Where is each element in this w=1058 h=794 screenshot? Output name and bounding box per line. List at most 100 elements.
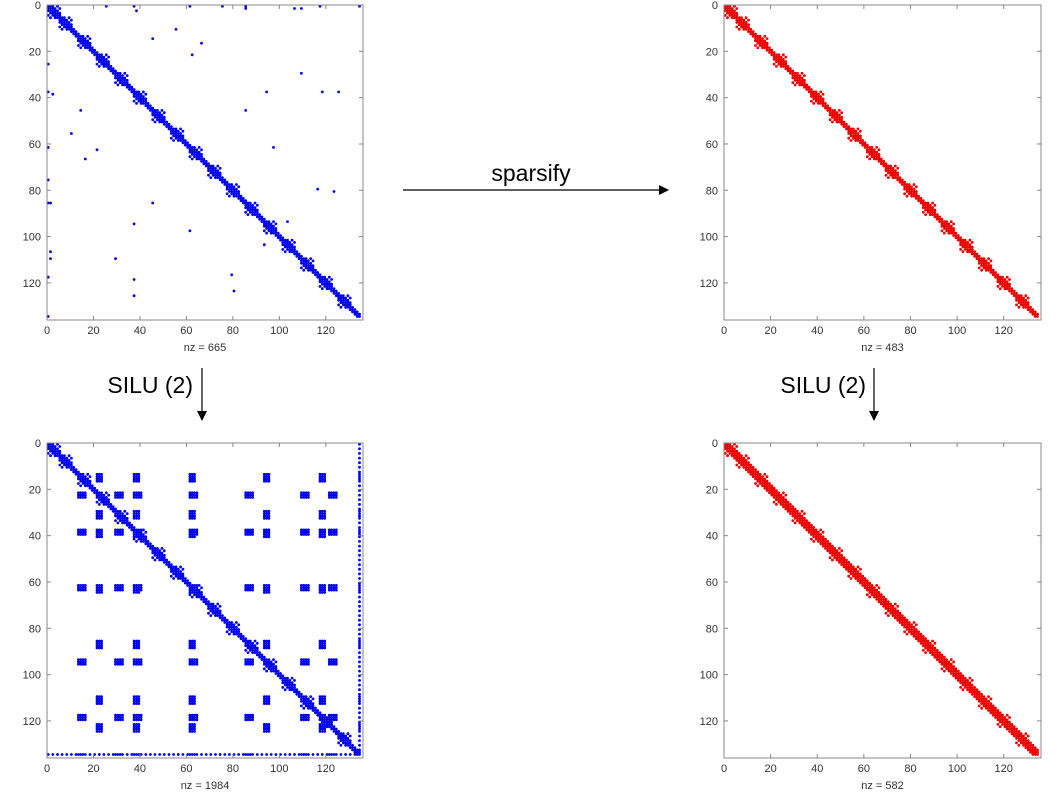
nonzero-dot <box>961 679 965 682</box>
nonzero-dot <box>267 535 271 539</box>
nonzero-dot <box>320 509 324 513</box>
nonzero-dot <box>109 505 113 509</box>
nonzero-dot <box>821 92 825 96</box>
nonzero-dot <box>114 530 117 534</box>
nonzero-dot <box>751 470 755 474</box>
nonzero-dot <box>798 83 802 87</box>
nonzero-dot <box>1005 285 1009 288</box>
nonzero-dot <box>970 683 974 687</box>
nonzero-dot <box>730 11 734 15</box>
nonzero-dot <box>1001 713 1004 717</box>
nonzero-dot <box>244 637 248 641</box>
nonzero-dot <box>889 171 893 175</box>
nonzero-dot <box>917 639 920 643</box>
nonzero-dot <box>63 463 66 467</box>
nonzero-dot <box>798 514 802 518</box>
nonzero-dot <box>749 463 753 467</box>
nonzero-dot <box>190 697 194 701</box>
nonzero-dot <box>195 157 199 161</box>
nonzero-dot <box>137 586 141 590</box>
nonzero-dot <box>95 491 99 495</box>
nonzero-dot <box>244 584 248 587</box>
nonzero-dot <box>810 88 813 91</box>
nonzero-dot <box>293 241 296 244</box>
nonzero-dot <box>320 278 324 281</box>
nonzero-dot <box>330 662 333 666</box>
nonzero-dot <box>181 567 185 571</box>
nonzero-dot <box>262 584 266 587</box>
nonzero-dot <box>274 672 278 675</box>
nonzero-dot <box>248 718 252 722</box>
nonzero-dot <box>265 753 268 756</box>
nonzero-dot <box>83 716 87 719</box>
nonzero-dot <box>132 496 136 499</box>
nonzero-dot <box>358 484 361 488</box>
nonzero-dot <box>246 716 250 719</box>
nonzero-dot <box>316 709 320 712</box>
nonzero-dot <box>1019 303 1023 307</box>
nonzero-dot <box>56 454 59 458</box>
nonzero-dot <box>316 187 320 191</box>
nonzero-dot <box>733 447 736 451</box>
nonzero-dot <box>940 217 944 221</box>
nonzero-dot <box>81 530 85 534</box>
nonzero-dot <box>852 572 855 576</box>
nonzero-dot <box>267 512 271 515</box>
nonzero-dot <box>914 185 918 189</box>
nonzero-dot <box>856 570 860 573</box>
nonzero-dot <box>83 662 87 666</box>
nonzero-dot <box>323 646 327 650</box>
nonzero-dot <box>297 257 301 260</box>
nonzero-dot <box>121 521 124 525</box>
nonzero-dot <box>262 723 266 726</box>
nonzero-dot <box>244 660 248 664</box>
nonzero-dot <box>214 173 217 177</box>
nonzero-dot <box>230 621 234 624</box>
nonzero-dot <box>251 528 255 532</box>
nonzero-dot <box>323 479 327 483</box>
nonzero-dot <box>311 706 315 710</box>
nonzero-dot <box>160 551 164 555</box>
nonzero-dot <box>60 454 64 458</box>
nonzero-dot <box>104 53 108 57</box>
nonzero-dot <box>782 60 785 64</box>
nonzero-dot <box>267 509 271 513</box>
nonzero-dot <box>968 690 972 694</box>
nonzero-dot <box>111 505 115 509</box>
nonzero-dot <box>942 658 946 661</box>
nonzero-dot <box>807 530 811 534</box>
nonzero-dot <box>49 454 52 458</box>
nonzero-dot <box>132 294 136 298</box>
nonzero-dot <box>819 97 823 101</box>
nonzero-dot <box>935 648 939 652</box>
nonzero-dot <box>188 530 192 534</box>
nonzero-dot <box>838 556 841 560</box>
nonzero-dot <box>193 662 196 666</box>
nonzero-dot <box>100 472 103 476</box>
nonzero-dot <box>267 641 271 645</box>
nonzero-dot <box>190 148 194 152</box>
nonzero-dot <box>358 651 361 654</box>
nonzero-dot <box>83 479 87 483</box>
nonzero-dot <box>265 514 268 518</box>
nonzero-dot <box>330 718 333 722</box>
nonzero-dot <box>854 132 858 135</box>
nonzero-dot <box>831 109 834 112</box>
nonzero-dot <box>172 567 176 571</box>
nonzero-dot <box>70 463 73 467</box>
nonzero-dot <box>137 496 141 499</box>
nonzero-dot <box>123 78 127 82</box>
nonzero-dot <box>838 547 841 550</box>
nonzero-dot <box>1017 736 1021 740</box>
nonzero-dot <box>97 493 101 497</box>
nonzero-dot <box>100 509 103 513</box>
nonzero-dot <box>761 37 764 40</box>
nonzero-dot <box>996 709 1000 712</box>
nonzero-dot <box>1022 736 1025 740</box>
nonzero-dot <box>819 535 823 539</box>
nonzero-dot <box>83 753 87 756</box>
nonzero-dot <box>162 118 166 122</box>
nonzero-dot <box>819 90 823 94</box>
nonzero-dot <box>332 753 336 756</box>
nonzero-dot <box>309 268 313 272</box>
